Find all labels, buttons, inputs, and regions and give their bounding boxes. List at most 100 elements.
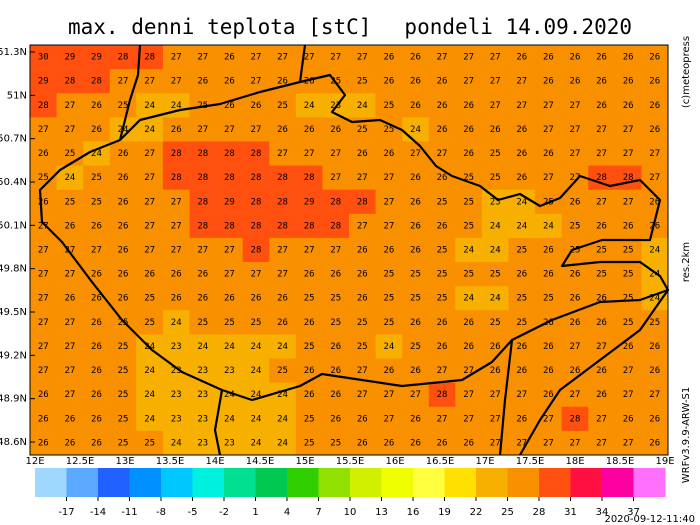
cell-value: 26 <box>437 77 448 87</box>
cell-value: 25 <box>118 390 129 400</box>
cell-value: 25 <box>437 270 448 280</box>
lat-label: 48.9N <box>0 394 27 405</box>
cell-value: 27 <box>64 125 75 135</box>
cell-value: 26 <box>118 173 129 183</box>
cell-value: 28 <box>224 221 235 231</box>
cell-value: 27 <box>596 414 607 424</box>
colorbar-label: 19 <box>438 507 451 518</box>
lat-label: 48.6N <box>0 437 27 448</box>
grid-cell <box>481 213 509 239</box>
grid-cell <box>535 141 563 167</box>
grid-cell <box>295 117 323 142</box>
cell-value: 26 <box>463 318 474 328</box>
cell-value: 26 <box>304 366 315 376</box>
grid-cell <box>83 93 111 118</box>
cell-value: 25 <box>490 270 501 280</box>
cell-value: 25 <box>118 318 129 328</box>
cell-value: 27 <box>383 221 394 231</box>
cell-value: 26 <box>64 414 75 424</box>
cell-value: 26 <box>64 294 75 304</box>
grid-cell <box>322 45 350 70</box>
grid-cell <box>641 358 669 384</box>
cell-value: 24 <box>171 101 182 111</box>
colorbar-label: 10 <box>344 507 357 518</box>
cell-value: 25 <box>463 197 474 207</box>
grid-cell <box>109 406 137 432</box>
grid-cell <box>481 310 509 335</box>
cell-value: 27 <box>437 149 448 159</box>
cell-value: 26 <box>649 77 660 87</box>
grid-cell <box>162 189 190 215</box>
cell-value: 24 <box>649 246 660 256</box>
cell-value: 24 <box>410 125 421 135</box>
grid-cell <box>428 45 456 70</box>
grid-cell <box>508 93 536 118</box>
cell-value: 27 <box>357 366 368 376</box>
grid-cell <box>641 69 669 94</box>
grid-cell <box>30 93 58 118</box>
cell-value: 26 <box>463 438 474 448</box>
cell-value: 23 <box>171 366 182 376</box>
grid-cell <box>481 358 509 384</box>
grid-cell <box>375 93 403 118</box>
grid-cell <box>56 406 84 432</box>
grid-cell <box>242 406 270 432</box>
grid-cell <box>189 358 217 384</box>
cell-value: 28 <box>197 149 208 159</box>
cell-value: 30 <box>38 53 49 63</box>
cell-value: 25 <box>623 294 634 304</box>
colorbar-label: -11 <box>121 507 137 518</box>
grid-cell <box>162 213 190 239</box>
colorbar-swatch <box>318 468 351 497</box>
cell-value: 26 <box>304 270 315 280</box>
grid-cell <box>561 382 589 408</box>
cell-value: 25 <box>649 318 660 328</box>
cell-value: 27 <box>171 246 182 256</box>
grid-cell <box>349 406 377 432</box>
lon-label: 15.5E <box>336 456 365 467</box>
cell-value: 25 <box>224 318 235 328</box>
cell-value: 27 <box>277 53 288 63</box>
grid-cell <box>242 165 270 191</box>
cell-value: 25 <box>38 173 49 183</box>
cell-value: 27 <box>330 173 341 183</box>
grid-cell <box>269 358 297 384</box>
grid-cell <box>109 358 137 384</box>
cell-value: 27 <box>490 390 501 400</box>
cell-value: 26 <box>383 77 394 87</box>
cell-value: 25 <box>516 246 527 256</box>
grid-cell <box>56 93 84 118</box>
grid-cell <box>508 262 536 287</box>
cell-value: 23 <box>197 414 208 424</box>
grid-cell <box>455 334 483 360</box>
cell-value: 26 <box>357 414 368 424</box>
cell-value: 25 <box>383 318 394 328</box>
cell-value: 26 <box>596 366 607 376</box>
country-border <box>213 389 224 456</box>
colorbar-swatch <box>35 468 67 497</box>
grid-cell <box>216 237 244 263</box>
lon-label: 12E <box>25 456 44 467</box>
cell-value: 26 <box>330 366 341 376</box>
cell-value: 27 <box>623 390 634 400</box>
grid-cell <box>189 262 217 287</box>
cell-value: 26 <box>91 125 102 135</box>
cell-value: 25 <box>596 246 607 256</box>
grid-cell <box>242 310 270 335</box>
cell-value: 26 <box>516 414 527 424</box>
country-border <box>118 44 142 141</box>
grid-cell <box>508 165 536 191</box>
grid-cell <box>295 358 323 384</box>
cell-value: 23 <box>490 197 501 207</box>
cell-value: 26 <box>623 221 634 231</box>
grid-cell <box>242 117 270 142</box>
cell-value: 26 <box>437 101 448 111</box>
cell-value: 26 <box>623 101 634 111</box>
grid-cell <box>269 286 297 311</box>
cell-value: 27 <box>171 53 182 63</box>
grid-cell <box>455 141 483 167</box>
grid-cell <box>588 117 616 142</box>
grid-cell <box>242 286 270 311</box>
cell-value: 25 <box>570 221 581 231</box>
cell-value: 27 <box>277 246 288 256</box>
